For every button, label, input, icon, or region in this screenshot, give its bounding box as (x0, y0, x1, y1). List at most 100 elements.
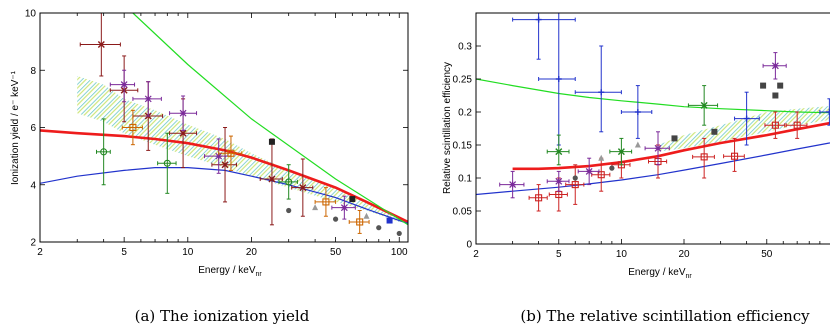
data-point (687, 85, 719, 126)
data-point (609, 165, 615, 171)
y-tick-label: 0.05 (453, 207, 473, 218)
data-point (620, 85, 653, 139)
data-point (577, 157, 600, 186)
chart-a-y-axis-label: Ionization yield / e⁻ keV⁻¹ (10, 70, 21, 185)
data-point (363, 212, 370, 219)
data-point (546, 170, 570, 192)
x-tick-label: 100 (391, 247, 408, 258)
data-point (785, 111, 808, 139)
y-tick-label: 0.3 (458, 42, 472, 53)
x-tick-label: 20 (246, 247, 258, 258)
data-point (671, 135, 678, 142)
data-point (132, 81, 162, 117)
data-point (772, 92, 779, 99)
chart-a-x-axis-label: Energy / keVnr (198, 265, 262, 278)
chart-b-x-axis-label: Energy / keVnr (628, 267, 692, 280)
data-point (79, 13, 121, 77)
x-tick-label: 10 (616, 249, 628, 260)
y-tick-label: 0.1 (458, 174, 472, 185)
data-point (169, 95, 198, 131)
chart-b: 2 5 10 20 50 0 0.05 0.1 0.15 0.2 0.25 0.3 Energy /… (442, 12, 830, 325)
data-point (528, 184, 548, 212)
data-point (723, 137, 745, 172)
y-tick-label: 6 (30, 123, 36, 134)
chart-b-y-ticks: 0 0.05 0.1 0.15 0.2 0.25 0.3 (453, 42, 481, 251)
data-point (819, 98, 830, 126)
data-point (512, 13, 576, 60)
data-point (734, 91, 760, 146)
data-point (499, 170, 525, 199)
data-point (314, 187, 337, 217)
data-point (259, 138, 283, 226)
x-tick-label: 10 (182, 247, 194, 258)
x-tick-label: 50 (761, 249, 773, 260)
chart-b-data-points (499, 13, 830, 212)
series-line (476, 78, 830, 114)
data-point (396, 230, 402, 237)
chart-a-caption: (a) The ionization yield (135, 307, 310, 325)
data-point (332, 216, 339, 222)
chart-a-data-points (79, 13, 402, 237)
y-tick-label: 8 (30, 66, 36, 77)
data-point (546, 134, 570, 166)
x-tick-label: 2 (473, 249, 479, 260)
series-line (476, 142, 830, 196)
series-line (512, 121, 830, 171)
y-tick-label: 0 (466, 240, 472, 251)
x-tick-label: 5 (121, 247, 127, 258)
chart-b-x-ticks: 2 5 10 20 50 (473, 239, 821, 260)
data-point (634, 141, 641, 148)
y-tick-label: 10 (25, 9, 37, 20)
data-point (121, 109, 143, 146)
data-point (572, 175, 578, 181)
chart-b-plot-frame (475, 12, 830, 245)
data-point (349, 196, 356, 203)
data-point (609, 137, 633, 166)
data-point (211, 127, 238, 203)
y-tick-label: 2 (30, 238, 36, 249)
y-tick-label: 4 (30, 180, 36, 191)
x-tick-label: 2 (37, 247, 43, 258)
chart-a-y-ticks: 2 4 6 8 10 (25, 9, 408, 249)
data-point (348, 210, 370, 234)
chart-b-y-axis-label: Relative scintillation efficiency (442, 62, 453, 194)
data-point (386, 217, 393, 224)
chart-a-band (77, 76, 400, 222)
chart-b-caption: (b) The relative scintillation efficienc… (520, 307, 810, 325)
y-tick-label: 0.2 (458, 108, 472, 119)
data-point (762, 52, 787, 80)
data-point (764, 111, 786, 139)
uncertainty-band (658, 106, 830, 152)
data-point (268, 138, 275, 145)
chart-a-model-lines (40, 13, 408, 226)
chart-a-x-ticks: 2 5 10 20 50 100 (37, 13, 408, 258)
chart-b-band (658, 106, 830, 152)
series-line (40, 129, 408, 224)
data-point (95, 118, 111, 186)
data-point (598, 154, 605, 161)
x-tick-label: 20 (678, 249, 690, 260)
chart-a: 2 5 10 20 50 100 2 4 6 8 10 Energy / keVnr Ioniza… (10, 9, 409, 325)
data-point (760, 82, 767, 89)
data-point (644, 131, 670, 166)
y-tick-label: 0.15 (453, 141, 473, 152)
data-point (376, 225, 382, 231)
data-point (711, 128, 718, 135)
series-line (40, 167, 408, 224)
data-point (692, 137, 715, 179)
x-tick-label: 5 (556, 249, 562, 260)
data-point (286, 207, 292, 214)
data-point (565, 164, 585, 205)
y-tick-label: 0.25 (453, 75, 473, 86)
chart-b-model-lines (476, 78, 830, 196)
data-point (218, 135, 243, 171)
data-point (312, 204, 319, 211)
data-point (331, 195, 356, 220)
x-tick-label: 50 (330, 247, 342, 258)
data-point (278, 164, 298, 200)
data-point (538, 13, 576, 146)
series-line (132, 13, 408, 226)
data-point (109, 69, 136, 103)
data-point (291, 158, 314, 217)
